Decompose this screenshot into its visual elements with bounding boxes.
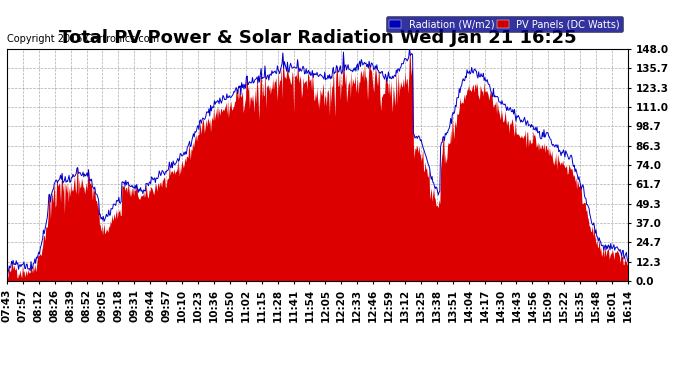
Legend: Radiation (W/m2), PV Panels (DC Watts): Radiation (W/m2), PV Panels (DC Watts) (386, 16, 623, 32)
Text: Copyright 2015 Cartronics.com: Copyright 2015 Cartronics.com (7, 34, 159, 44)
Title: Total PV Power & Solar Radiation Wed Jan 21 16:25: Total PV Power & Solar Radiation Wed Jan… (59, 29, 576, 47)
